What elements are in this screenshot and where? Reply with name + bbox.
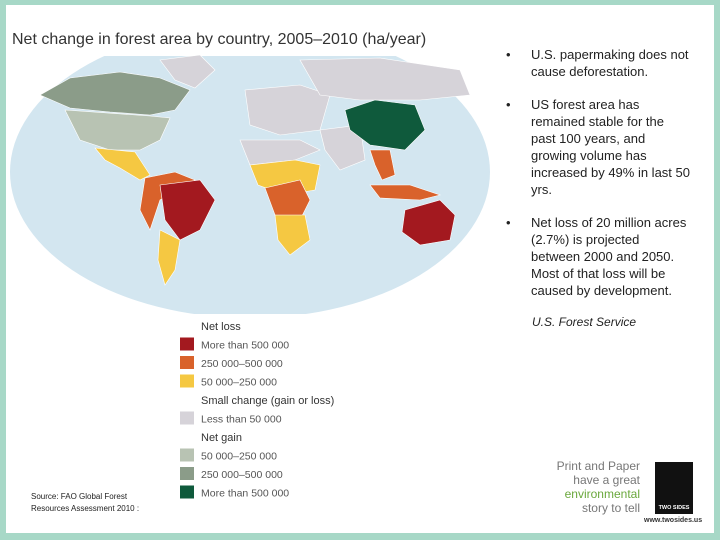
logo-url: www.twosides.us (644, 517, 703, 524)
canada (39, 71, 191, 116)
source-line: Source: FAO Global Forest (31, 492, 128, 501)
bullet-item: US forest area has remained stable for t… (506, 96, 691, 198)
legend-heading: Small change (gain or loss) (201, 395, 334, 407)
legend-swatch (180, 337, 194, 351)
source-line: Resources Assessment 2010 : (31, 504, 140, 513)
logo-brand: TWO SIDES (658, 505, 690, 511)
legend-label: More than 500 000 (201, 340, 289, 352)
legend-swatch (180, 467, 194, 480)
land (39, 54, 471, 286)
legend-swatch (180, 374, 194, 388)
tagline-line: Print and Paper (556, 459, 640, 473)
legend-heading: Net loss (201, 321, 241, 333)
se-asia (369, 149, 396, 181)
legend-label: More than 500 000 (201, 488, 289, 500)
tagline-line: environmental (564, 487, 640, 501)
australia (401, 199, 456, 246)
mexico (94, 147, 151, 181)
south-cone (157, 229, 181, 286)
logo-mark (655, 462, 693, 514)
indonesia (369, 184, 442, 201)
tagline-line: have a great (573, 473, 640, 487)
russia (299, 57, 471, 101)
china (344, 99, 426, 151)
legend: Net loss More than 500 000 250 000–500 000… (180, 321, 334, 500)
usa (64, 109, 171, 151)
tagline-line: story to tell (581, 501, 640, 515)
bullet-item: Net loss of 20 million acres (2.7%) is p… (506, 214, 691, 299)
map-title: Net change in forest area by country, 20… (12, 31, 426, 48)
logo-tagline: Print and Paper have a great environment… (540, 459, 640, 515)
attribution: U.S. Forest Service (532, 315, 637, 329)
bullet-list: U.S. papermaking does not cause deforest… (506, 46, 691, 315)
legend-label: 250 000–500 000 (201, 469, 283, 481)
legend-heading: Net gain (201, 432, 242, 444)
title-band (8, 24, 492, 56)
legend-swatch (180, 411, 194, 425)
north-africa (239, 139, 321, 166)
bullet-item: U.S. papermaking does not cause deforest… (506, 46, 691, 80)
source-note: Source: FAO Global Forest Resources Asse… (31, 491, 139, 515)
legend-label: 250 000–500 000 (201, 358, 283, 370)
legend-swatch (180, 448, 194, 462)
brazil (159, 179, 216, 241)
legend-swatch (180, 485, 194, 499)
legend-label: 50 000–250 000 (201, 377, 277, 389)
legend-label: Less than 50 000 (201, 414, 282, 426)
greenland (159, 54, 216, 89)
central-africa (264, 179, 311, 221)
south-africa (274, 214, 311, 256)
legend-box (174, 314, 342, 506)
europe (244, 84, 331, 136)
legend-swatch (180, 356, 194, 369)
legend-label: 50 000–250 000 (201, 451, 277, 463)
